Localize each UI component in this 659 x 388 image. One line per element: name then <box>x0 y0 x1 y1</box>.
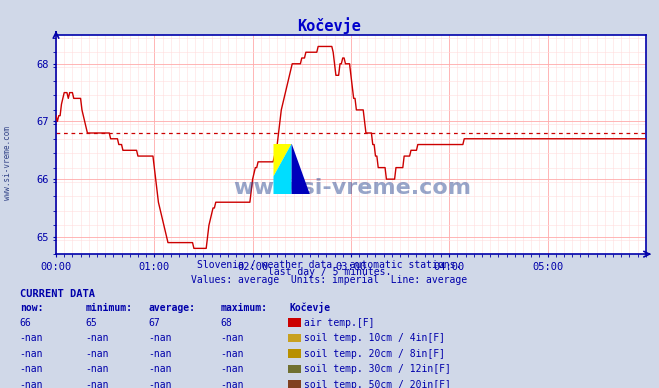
Text: soil temp. 50cm / 20in[F]: soil temp. 50cm / 20in[F] <box>304 379 451 388</box>
Text: air temp.[F]: air temp.[F] <box>304 317 375 327</box>
Text: www.si-vreme.com: www.si-vreme.com <box>233 178 471 198</box>
Text: Values: average  Units: imperial  Line: average: Values: average Units: imperial Line: av… <box>191 275 468 285</box>
Text: -nan: -nan <box>86 333 109 343</box>
Text: -nan: -nan <box>221 379 244 388</box>
Text: -nan: -nan <box>148 348 172 359</box>
Text: -nan: -nan <box>221 333 244 343</box>
Text: www.si-vreme.com: www.si-vreme.com <box>3 126 13 200</box>
Text: 67: 67 <box>148 317 160 327</box>
Text: CURRENT DATA: CURRENT DATA <box>20 289 95 299</box>
Polygon shape <box>291 144 310 194</box>
Text: average:: average: <box>148 303 195 313</box>
Text: 68: 68 <box>221 317 233 327</box>
Text: -nan: -nan <box>221 348 244 359</box>
Text: -nan: -nan <box>20 333 43 343</box>
Text: -nan: -nan <box>20 379 43 388</box>
Text: -nan: -nan <box>221 364 244 374</box>
Text: -nan: -nan <box>20 348 43 359</box>
Text: -nan: -nan <box>86 364 109 374</box>
Text: -nan: -nan <box>86 379 109 388</box>
Text: Slovenia / weather data - automatic stations.: Slovenia / weather data - automatic stat… <box>197 260 462 270</box>
Polygon shape <box>273 144 291 176</box>
Polygon shape <box>273 144 291 194</box>
Text: soil temp. 20cm / 8in[F]: soil temp. 20cm / 8in[F] <box>304 348 445 359</box>
Text: -nan: -nan <box>86 348 109 359</box>
Text: last day / 5 minutes.: last day / 5 minutes. <box>268 267 391 277</box>
Text: 66: 66 <box>20 317 32 327</box>
Text: Kočevje: Kočevje <box>290 302 331 313</box>
Text: -nan: -nan <box>20 364 43 374</box>
Text: -nan: -nan <box>148 333 172 343</box>
Text: -nan: -nan <box>148 379 172 388</box>
Text: minimum:: minimum: <box>86 303 132 313</box>
Text: -nan: -nan <box>148 364 172 374</box>
Text: soil temp. 30cm / 12in[F]: soil temp. 30cm / 12in[F] <box>304 364 451 374</box>
Text: now:: now: <box>20 303 43 313</box>
Text: maximum:: maximum: <box>221 303 268 313</box>
Text: 65: 65 <box>86 317 98 327</box>
Text: soil temp. 10cm / 4in[F]: soil temp. 10cm / 4in[F] <box>304 333 445 343</box>
Text: Kočevje: Kočevje <box>298 17 361 34</box>
